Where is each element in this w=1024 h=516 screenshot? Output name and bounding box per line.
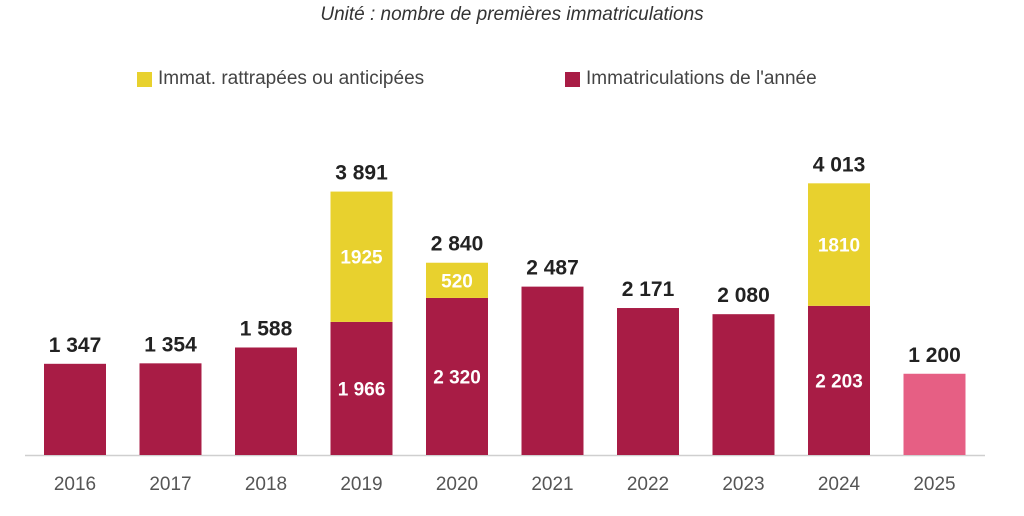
x-tick-label-2018: 2018 <box>245 474 287 495</box>
chart-subtitle: Unité : nombre de premières immatriculat… <box>320 4 704 25</box>
x-tick-label-2021: 2021 <box>531 474 573 495</box>
data-label-total-2018: 1 588 <box>240 317 293 340</box>
legend-label-extra: Immat. rattrapées ou anticipées <box>158 68 425 89</box>
bar-base-2020 <box>426 297 488 455</box>
bar-base-2023 <box>712 314 775 455</box>
x-tick-label-2019: 2019 <box>340 474 382 495</box>
data-label-total-2021: 2 487 <box>526 257 579 280</box>
x-tick-label-2016: 2016 <box>54 474 96 495</box>
bar-extra-2019 <box>330 191 393 322</box>
data-label-total-2016: 1 347 <box>49 334 102 357</box>
bar-base-2022 <box>617 308 679 455</box>
data-label-extra-2019: 1925 <box>340 248 383 269</box>
data-label-total-2017: 1 354 <box>144 333 197 356</box>
bar-base-2016 <box>44 363 106 455</box>
legend-swatch-base <box>565 71 580 87</box>
x-tick-label-2023: 2023 <box>722 474 764 495</box>
data-label-extra-2020: 520 <box>441 271 473 292</box>
data-label-total-2019: 3 891 <box>335 162 388 185</box>
data-label-base-2020: 2 320 <box>433 367 481 388</box>
legend-item-base: Immatriculations de l'année <box>565 68 817 90</box>
legend-swatch-extra <box>137 71 152 87</box>
data-label-total-2020: 2 840 <box>431 233 484 256</box>
bar-base-2025 <box>903 373 966 455</box>
x-tick-label-2024: 2024 <box>818 474 861 495</box>
bar-base-2024 <box>808 305 870 455</box>
bar-extra-2020 <box>426 262 488 298</box>
data-label-base-2019: 1 966 <box>338 379 386 400</box>
bar-base-2018 <box>235 347 297 455</box>
data-label-total-2025: 1 200 <box>908 344 961 367</box>
bar-base-2019 <box>330 321 393 455</box>
bar-base-2017 <box>139 363 202 455</box>
x-tick-label-2020: 2020 <box>436 474 478 495</box>
x-tick-label-2022: 2022 <box>627 474 669 495</box>
data-label-base-2024: 2 203 <box>815 371 863 392</box>
legend-label-base: Immatriculations de l'année <box>586 68 817 89</box>
data-label-total-2022: 2 171 <box>622 278 675 301</box>
legend: Immat. rattrapées ou anticipées Immatric… <box>0 68 1024 94</box>
data-label-total-2024: 4 013 <box>813 153 866 176</box>
x-tick-label-2025: 2025 <box>913 474 955 495</box>
data-label-extra-2024: 1810 <box>818 236 860 257</box>
bar-extra-2024 <box>808 183 870 306</box>
legend-item-extra: Immat. rattrapées ou anticipées <box>137 68 424 90</box>
bar-base-2021 <box>521 286 584 455</box>
x-tick-label-2017: 2017 <box>149 474 191 495</box>
data-label-total-2023: 2 080 <box>717 284 770 307</box>
